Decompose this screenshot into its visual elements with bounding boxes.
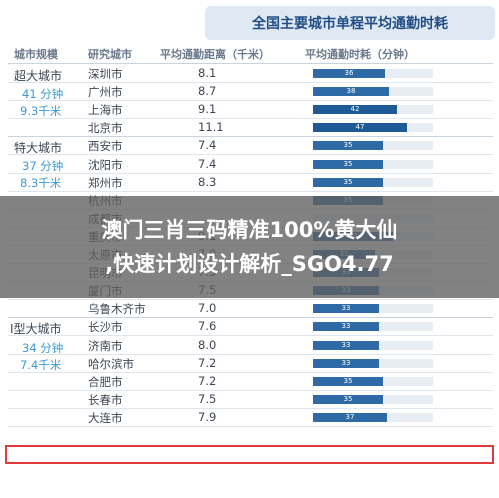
distance-value: 7.4 [198,156,217,171]
table-row: 大连市 7.9 37 [8,409,493,427]
overlay-line-2: ,快速计划设计解析_SGO4.77 [105,252,394,276]
highlight-box [5,445,494,464]
group-avg-time: 34 分钟 [22,341,64,355]
distance-value: 7.2 [198,355,217,370]
time-bar: 35 [313,394,383,404]
city-label: 深圳市 [88,67,123,81]
table-row: 沈阳市 7.4 35 [8,156,493,174]
watermark-overlay: 澳门三肖三码精准100%黄大仙 ,快速计划设计解析_SGO4.77 [0,196,499,298]
col-header-city: 研究城市 [88,48,132,61]
group-divider [8,317,493,318]
distance-value: 11.1 [198,120,224,135]
city-label: 长春市 [88,392,123,407]
table-row: 合肥市 7.2 35 [8,373,493,391]
time-bar: 35 [313,177,383,187]
table-row: 深圳市 8.1 36 [8,65,493,83]
chart-title: 全国主要城市单程平均通勤时耗 [205,6,495,40]
time-bar: 37 [313,412,387,422]
city-label: 沈阳市 [88,157,123,172]
city-label: 长沙市 [88,320,123,335]
table-row: 西安市 7.4 35 [8,137,493,156]
table-row: 长春市 7.5 35 [8,391,493,409]
city-label: 上海市 [88,103,123,118]
table-row: 上海市 9.1 42 [8,101,493,120]
city-label: 郑州市 [88,175,123,190]
group-divider [8,136,493,137]
table-row: 长沙市 7.6 33 [8,318,493,337]
distance-value: 8.7 [198,84,217,99]
table-row: 广州市 8.7 38 [8,83,493,102]
group-avg-dist: 8.3千米 [20,176,62,190]
city-label: 济南市 [88,338,123,353]
distance-value: 7.6 [198,319,217,334]
group-name: Ⅰ型大城市 [10,322,62,336]
group-name: 超大城市 [14,69,63,83]
city-label: 西安市 [88,139,123,154]
time-bar: 33 [313,304,379,314]
time-bar: 33 [313,322,379,332]
table-row: 北京市 11.1 47 [8,119,493,138]
time-bar: 47 [313,123,407,133]
distance-value: 7.9 [198,409,217,424]
table-row: 乌鲁木齐市 7.0 33 [8,300,493,319]
time-bar: 35 [313,141,383,151]
distance-value: 7.0 [198,301,217,316]
city-label: 广州市 [88,85,123,100]
col-header-distance: 平均通勤距离（千米） [160,48,270,61]
distance-value: 8.3 [198,174,217,189]
group-avg-dist: 7.4千米 [20,358,62,372]
col-header-time: 平均通勤时耗（分钟） [305,48,415,61]
city-label: 合肥市 [88,374,123,389]
time-bar: 33 [313,340,379,350]
time-bar: 35 [313,376,383,386]
distance-value: 7.2 [198,373,217,388]
distance-value: 7.5 [198,391,217,406]
distance-value: 9.1 [198,102,217,117]
overlay-line-1: 澳门三肖三码精准100%黄大仙 [101,218,398,242]
group-avg-time: 41 分钟 [22,87,64,101]
header-divider [8,63,493,64]
time-bar: 42 [313,105,397,115]
col-header-size: 城市规模 [14,48,58,61]
distance-value: 8.1 [198,66,217,80]
time-bar: 38 [313,87,389,97]
city-label: 乌鲁木齐市 [88,302,146,317]
time-bar: 35 [313,159,383,169]
time-bar: 36 [313,69,385,78]
distance-value: 8.0 [198,337,217,352]
table-row: 郑州市 8.3 35 [8,174,493,192]
city-label: 大连市 [88,410,123,425]
city-label: 哈尔滨市 [88,356,134,371]
city-label: 北京市 [88,121,123,136]
group-name: 特大城市 [14,141,63,155]
table-row: 哈尔滨市 7.2 33 [8,355,493,373]
group-avg-time: 37 分钟 [22,159,64,173]
time-bar: 33 [313,358,379,368]
table-row: 济南市 8.0 33 [8,337,493,355]
group-avg-dist: 9.3千米 [20,104,62,118]
distance-value: 7.4 [198,138,217,153]
